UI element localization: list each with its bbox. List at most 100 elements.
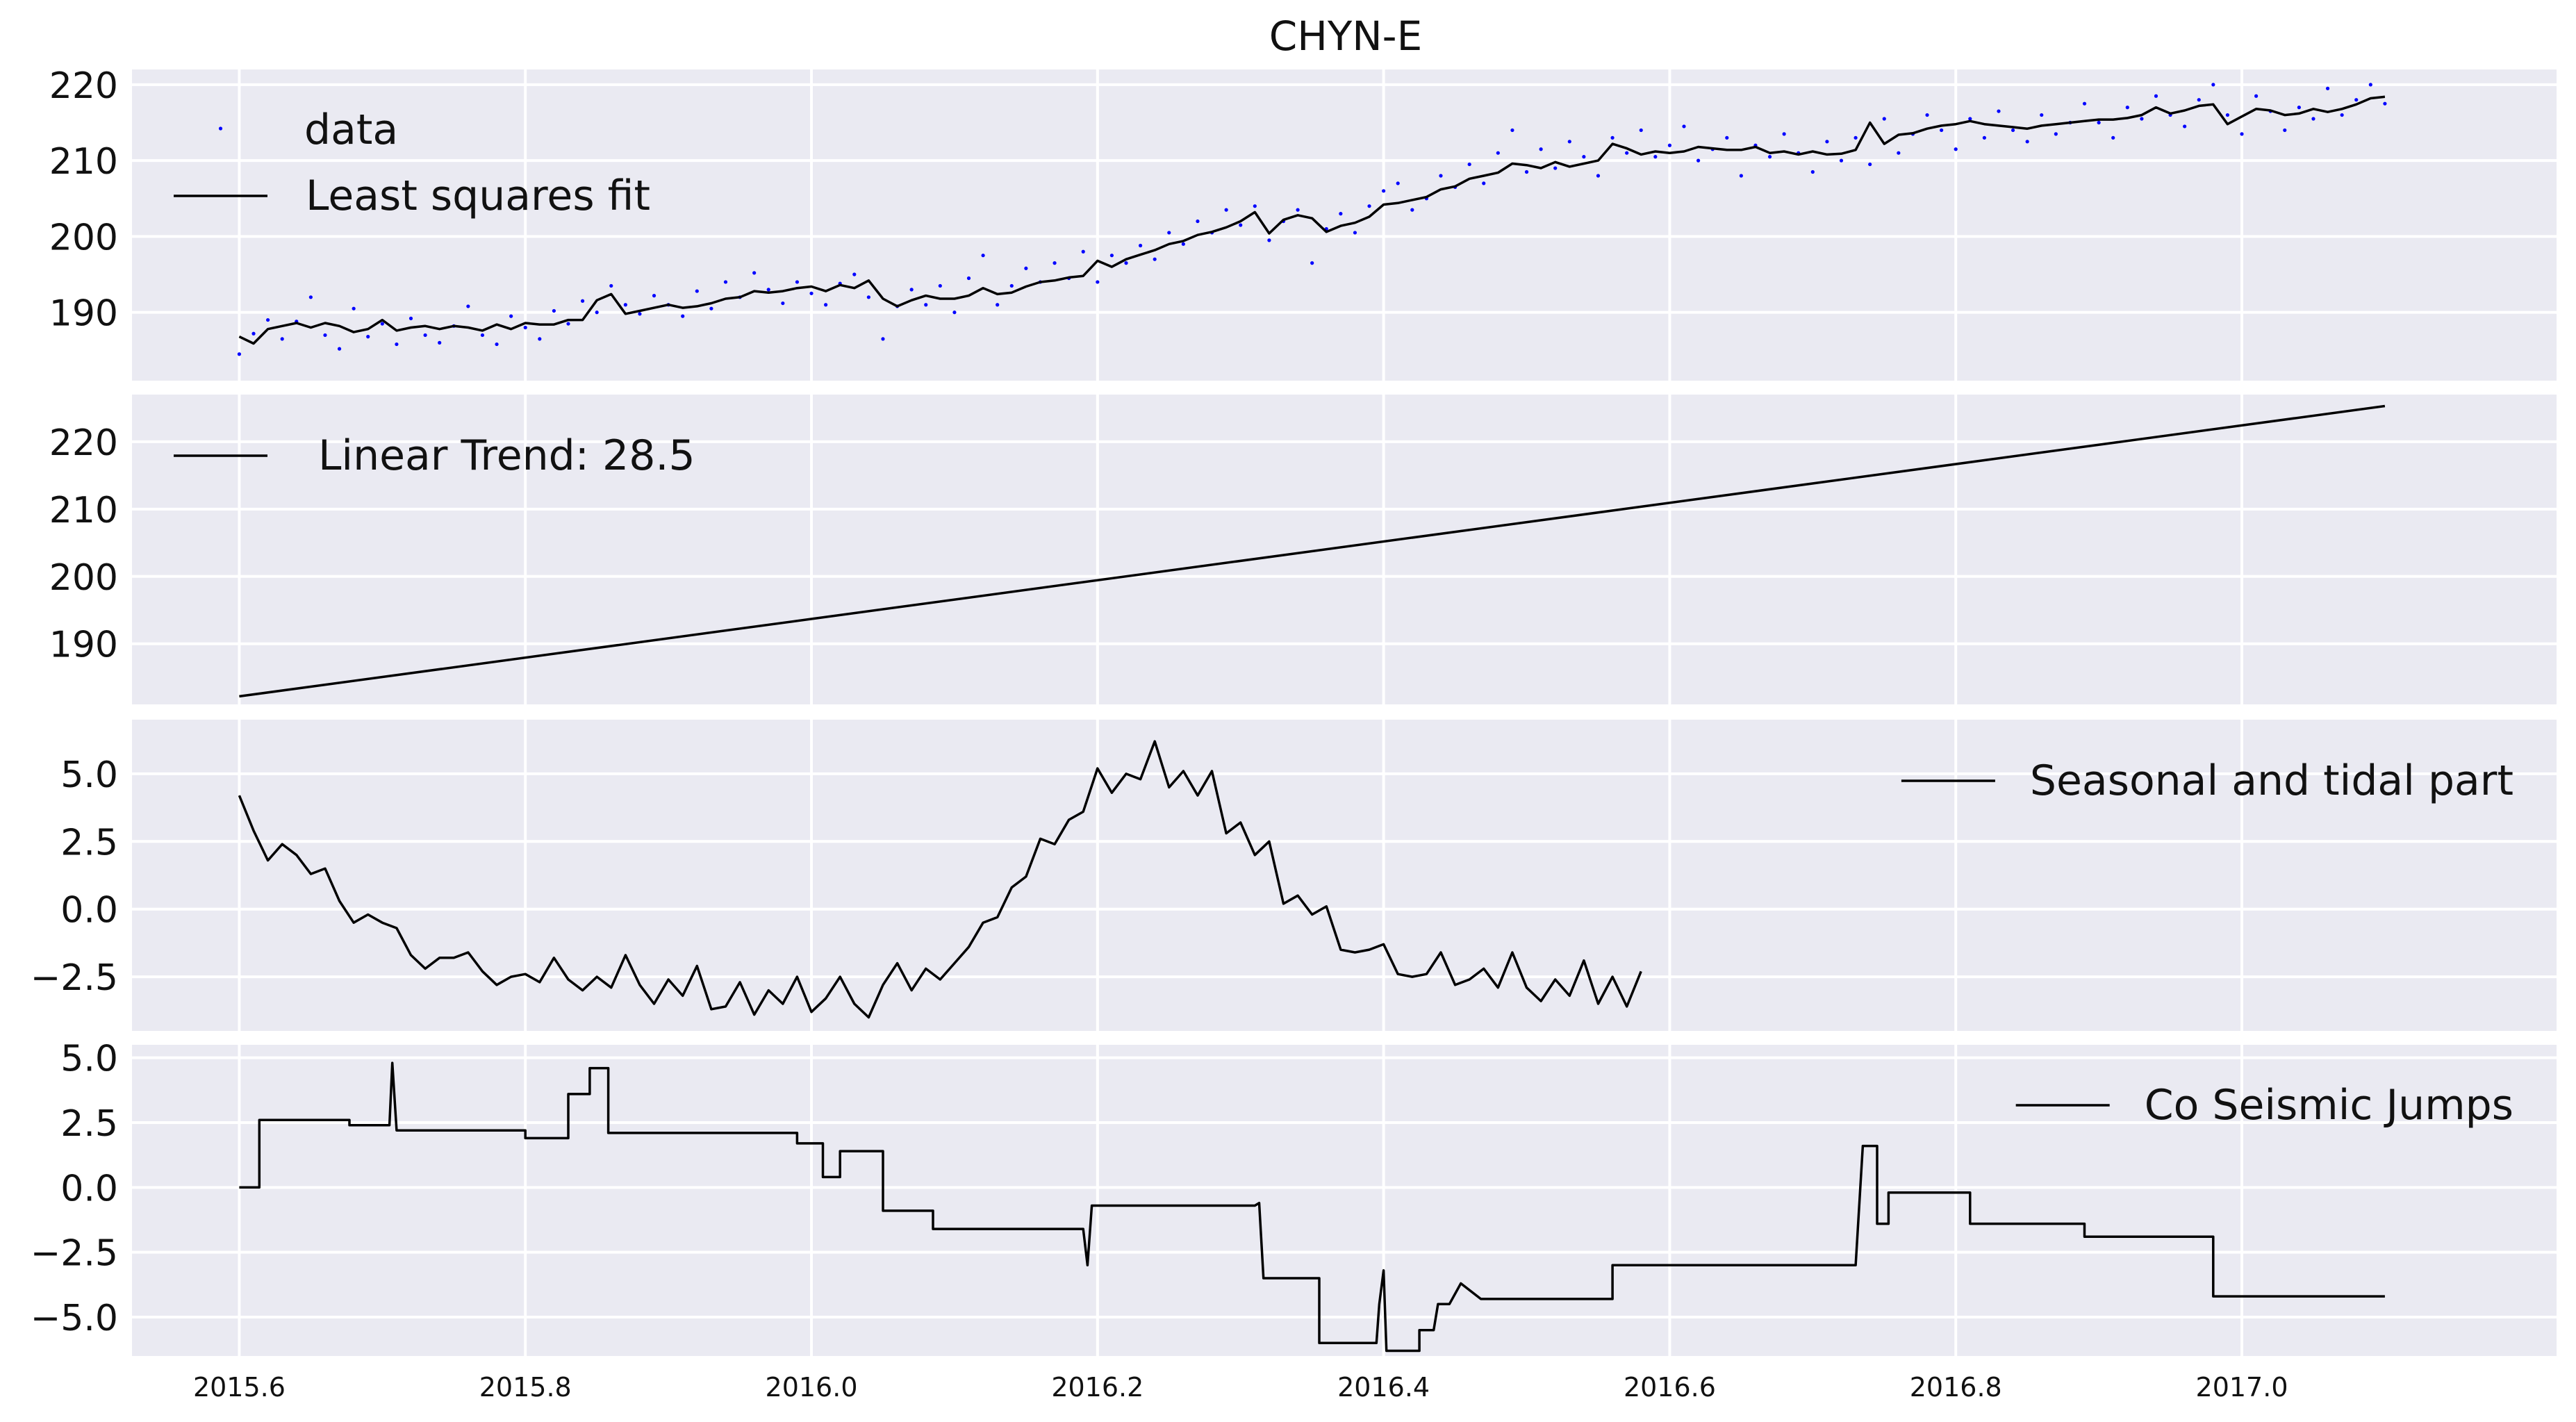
data-point (809, 291, 814, 295)
data-point (352, 306, 356, 311)
x-tick-label: 2016.4 (1337, 1372, 1430, 1403)
data-point (552, 308, 556, 313)
y-tick-label: 210 (49, 141, 118, 183)
data-point (480, 333, 485, 338)
y-tick-label: 190 (49, 625, 118, 666)
data-point (924, 303, 928, 307)
chart-title: CHYN-E (1269, 13, 1423, 60)
data-point (938, 283, 942, 288)
legend-label: Least squares fit (306, 172, 650, 220)
x-tick-label: 2016.0 (766, 1372, 858, 1403)
data-point (580, 299, 585, 303)
data-point (2097, 120, 2101, 125)
data-point (1553, 166, 1558, 170)
x-axis: 2015.6 2015.8 2016.0 2016.2 2016.4 2016.6 2016… (193, 1372, 2288, 1403)
data-point (1610, 135, 1615, 140)
y-tick-label: 220 (49, 422, 118, 464)
data-point (366, 335, 370, 339)
data-point (1954, 147, 1958, 151)
data-point (909, 288, 914, 292)
data-point (1496, 151, 1500, 155)
data-point (1510, 128, 1514, 133)
data-point (237, 352, 242, 356)
y-tick-label: 210 (49, 490, 118, 531)
data-point (308, 295, 313, 299)
data-point (2325, 86, 2330, 90)
data-point (1767, 155, 1772, 159)
data-point (2340, 113, 2344, 117)
data-point (538, 337, 542, 341)
data-point (1982, 135, 1987, 140)
data-point (795, 280, 800, 284)
subplot-3: −2.5 0.0 2.5 5.0 Seasonal and tidal part (31, 720, 2557, 1031)
data-point (1167, 231, 1171, 235)
plot-area (132, 1045, 2557, 1356)
data-point (1739, 174, 1743, 178)
data-point (1839, 158, 1844, 163)
data-point (523, 325, 527, 330)
data-point (852, 272, 857, 276)
data-point (966, 276, 971, 281)
data-point (609, 283, 613, 288)
data-point (1138, 243, 1143, 248)
data-point (1940, 128, 1944, 133)
data-point (380, 322, 384, 326)
data-point (251, 331, 256, 336)
legend-label: Linear Trend: 28.5 (318, 431, 695, 480)
data-point (1052, 261, 1057, 265)
data-point (1367, 204, 1371, 208)
data-point (2054, 132, 2058, 136)
data-point (1224, 208, 1228, 212)
data-point (2354, 98, 2359, 102)
data-point (1096, 280, 1100, 284)
y-tick-label: −2.5 (31, 1233, 118, 1275)
data-point (1653, 155, 1658, 159)
data-point (866, 295, 870, 299)
subplot-1: 190 200 210 220 data Least squares fit (49, 65, 2557, 381)
data-point (423, 333, 427, 338)
data-point (2311, 117, 2315, 121)
data-point (2197, 98, 2201, 102)
data-point (1725, 135, 1729, 140)
data-point (1539, 147, 1543, 151)
data-point (981, 254, 985, 258)
data-point (1267, 238, 1271, 242)
data-point (623, 303, 627, 307)
data-point (1696, 158, 1701, 163)
data-point (1853, 135, 1858, 140)
data-point (408, 316, 413, 320)
data-point (2183, 124, 2187, 129)
x-tick-label: 2016.8 (1910, 1372, 2002, 1403)
data-point (509, 314, 513, 318)
data-point (638, 312, 642, 316)
y-tick-label: 190 (49, 293, 118, 335)
data-point (1897, 151, 1901, 155)
data-point (2297, 106, 2301, 110)
y-tick-label: 5.0 (60, 754, 118, 796)
data-point (2082, 101, 2087, 106)
x-tick-label: 2016.2 (1051, 1372, 1143, 1403)
data-point (1882, 117, 1886, 121)
y-tick-label: 5.0 (60, 1039, 118, 1080)
legend: Co Seismic Jumps (2015, 1081, 2513, 1130)
y-tick-label: −5.0 (31, 1298, 118, 1339)
data-point (1968, 117, 1972, 121)
data-point (1109, 254, 1114, 258)
data-point (1524, 170, 1529, 174)
data-point (2154, 94, 2158, 98)
least-squares-fit-line (238, 95, 2386, 345)
data-point (1253, 204, 1257, 208)
y-tick-label: 0.0 (60, 1168, 118, 1209)
data-point (1124, 261, 1128, 265)
data-point (1081, 249, 1085, 254)
subplot-2: 190 200 210 220 Linear Trend: 28.5 (49, 395, 2557, 704)
legend-label: data (304, 106, 398, 154)
linear-trend-28-5-line (239, 404, 2386, 698)
data-point (2011, 128, 2015, 133)
data-point (1582, 155, 1586, 159)
data-point (1310, 261, 1314, 265)
data-point (952, 311, 957, 315)
data-point (1682, 124, 1686, 129)
data-point (2240, 132, 2244, 136)
